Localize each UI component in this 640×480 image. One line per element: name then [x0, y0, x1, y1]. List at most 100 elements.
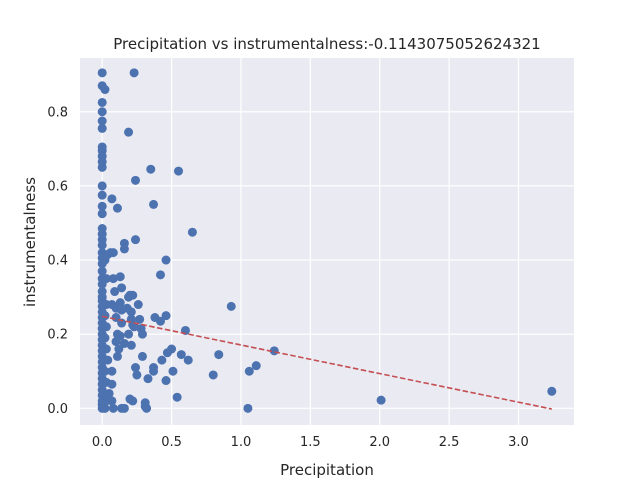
data-point: [101, 274, 111, 284]
data-point: [251, 361, 261, 371]
data-point: [107, 194, 117, 204]
data-point: [97, 123, 107, 133]
data-point: [103, 355, 113, 365]
data-point: [104, 388, 114, 398]
data-point: [97, 162, 107, 172]
grid-lines: [80, 58, 574, 425]
data-point: [172, 392, 182, 402]
x-tick-label: 2.0: [369, 435, 390, 450]
data-point: [108, 403, 118, 413]
data-point: [244, 366, 254, 376]
data-point: [100, 85, 110, 95]
data-point: [133, 300, 143, 310]
y-tick-label: 0.6: [47, 179, 68, 194]
data-point: [137, 329, 147, 339]
data-point: [142, 403, 152, 413]
data-point: [226, 301, 236, 311]
data-point: [129, 68, 139, 78]
data-point: [128, 396, 138, 406]
data-point: [128, 290, 138, 300]
data-point: [155, 270, 165, 280]
data-point: [131, 235, 141, 245]
scatter-points: [97, 68, 557, 413]
data-point: [97, 240, 107, 250]
data-point: [97, 266, 107, 276]
data-point: [137, 351, 147, 361]
data-point: [149, 199, 159, 209]
data-point: [97, 68, 107, 78]
data-point: [119, 338, 129, 348]
trend-line: [102, 315, 552, 410]
data-point: [161, 311, 171, 321]
data-point: [131, 175, 141, 185]
data-point: [107, 379, 117, 389]
data-point: [161, 376, 171, 386]
x-tick-labels: 0.0 0.5 1.0 1.5 2.0 2.5 3.0: [92, 435, 529, 450]
data-point: [97, 209, 107, 219]
data-point: [547, 386, 557, 396]
data-point: [100, 333, 110, 343]
data-point: [112, 203, 122, 213]
data-point: [101, 344, 111, 354]
data-point: [114, 344, 124, 354]
data-point: [132, 370, 142, 380]
data-point: [208, 370, 218, 380]
data-point: [124, 127, 134, 137]
data-point: [149, 366, 159, 376]
data-point: [107, 366, 117, 376]
x-axis-label: Precipitation: [280, 461, 374, 479]
data-point: [97, 181, 107, 191]
data-point: [108, 274, 118, 284]
y-tick-label: 0.0: [47, 402, 68, 417]
x-tick-label: 3.0: [508, 435, 529, 450]
data-point: [168, 366, 178, 376]
data-point: [100, 311, 110, 321]
x-tick-label: 0.5: [161, 435, 182, 450]
data-point: [183, 355, 193, 365]
data-point: [243, 403, 253, 413]
data-point: [117, 283, 127, 293]
data-point: [100, 366, 110, 376]
data-point: [146, 164, 156, 174]
data-point: [214, 350, 224, 360]
data-point: [129, 322, 139, 332]
data-point: [119, 244, 129, 254]
data-point: [101, 322, 111, 332]
data-point: [126, 307, 136, 317]
data-point: [155, 316, 165, 326]
data-point: [97, 97, 107, 107]
data-point: [97, 190, 107, 200]
x-tick-label: 1.0: [231, 435, 252, 450]
data-point: [107, 396, 117, 406]
data-point: [124, 329, 134, 339]
chart-title: Precipitation vs instrumentalness:-0.114…: [113, 35, 540, 53]
data-point: [376, 395, 386, 405]
data-point: [112, 351, 122, 361]
data-point: [161, 255, 171, 265]
data-point: [119, 403, 129, 413]
data-point: [174, 166, 184, 176]
data-point: [97, 107, 107, 117]
y-tick-label: 0.2: [47, 328, 68, 343]
x-tick-label: 1.5: [300, 435, 321, 450]
data-point: [115, 272, 125, 282]
data-point: [176, 350, 186, 360]
data-point: [167, 344, 177, 354]
data-point: [143, 374, 153, 384]
y-tick-labels: 0.0 0.2 0.4 0.6 0.8: [47, 105, 68, 417]
data-point: [126, 340, 136, 350]
data-point: [187, 227, 197, 237]
data-point: [97, 201, 107, 211]
data-point: [117, 318, 127, 328]
data-point: [108, 248, 118, 258]
data-point: [131, 363, 141, 373]
data-point: [135, 314, 145, 324]
y-tick-label: 0.8: [47, 105, 68, 120]
x-tick-label: 2.5: [439, 435, 460, 450]
data-point: [115, 331, 125, 341]
data-point: [157, 355, 167, 365]
data-point: [97, 116, 107, 126]
data-point: [100, 403, 110, 413]
y-axis-label: instrumentalness: [21, 177, 39, 307]
x-tick-label: 0.0: [92, 435, 113, 450]
